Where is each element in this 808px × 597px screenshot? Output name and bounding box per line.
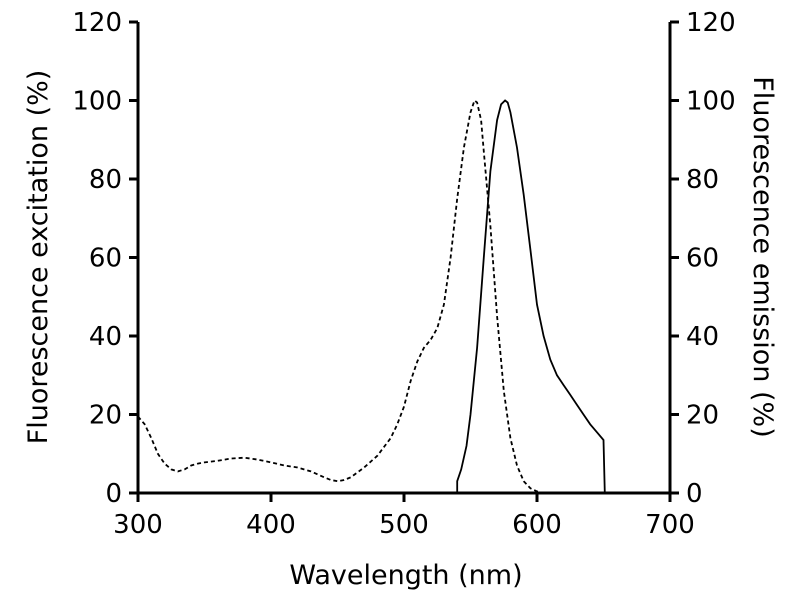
x-tick-label: 500 bbox=[379, 510, 429, 540]
axes bbox=[136, 22, 672, 495]
excitation-series-line bbox=[137, 99, 544, 494]
x-tick-label: 300 bbox=[113, 510, 163, 540]
emission-series-line bbox=[456, 99, 606, 494]
right-y-tick-label: 40 bbox=[686, 322, 719, 352]
x-axis-label: Wavelength (nm) bbox=[289, 560, 522, 591]
right-y-tick-label: 60 bbox=[686, 244, 719, 274]
right-y-tick-label: 120 bbox=[686, 8, 736, 38]
left-y-tick-label: 20 bbox=[89, 401, 122, 431]
right-y-tick-label: 100 bbox=[686, 87, 736, 117]
left-y-tick-label: 120 bbox=[72, 8, 122, 38]
right-y-axis-label: Fluorescence emission (%) bbox=[747, 76, 778, 437]
left-y-tick-label: 80 bbox=[89, 165, 122, 195]
right-y-tick-label: 20 bbox=[686, 401, 719, 431]
left-y-axis-label: Fluorescence excitation (%) bbox=[23, 70, 54, 445]
left-y-tick-label: 60 bbox=[89, 244, 122, 274]
left-y-tick-label: 100 bbox=[72, 87, 122, 117]
x-tick-label: 400 bbox=[246, 510, 296, 540]
series-layer bbox=[137, 99, 606, 494]
left-y-tick-label: 0 bbox=[105, 479, 122, 509]
right-y-tick-label: 80 bbox=[686, 165, 719, 195]
right-y-tick-label: 0 bbox=[686, 479, 703, 509]
x-tick-label: 700 bbox=[645, 510, 695, 540]
x-tick-label: 600 bbox=[512, 510, 562, 540]
left-y-tick-label: 40 bbox=[89, 322, 122, 352]
